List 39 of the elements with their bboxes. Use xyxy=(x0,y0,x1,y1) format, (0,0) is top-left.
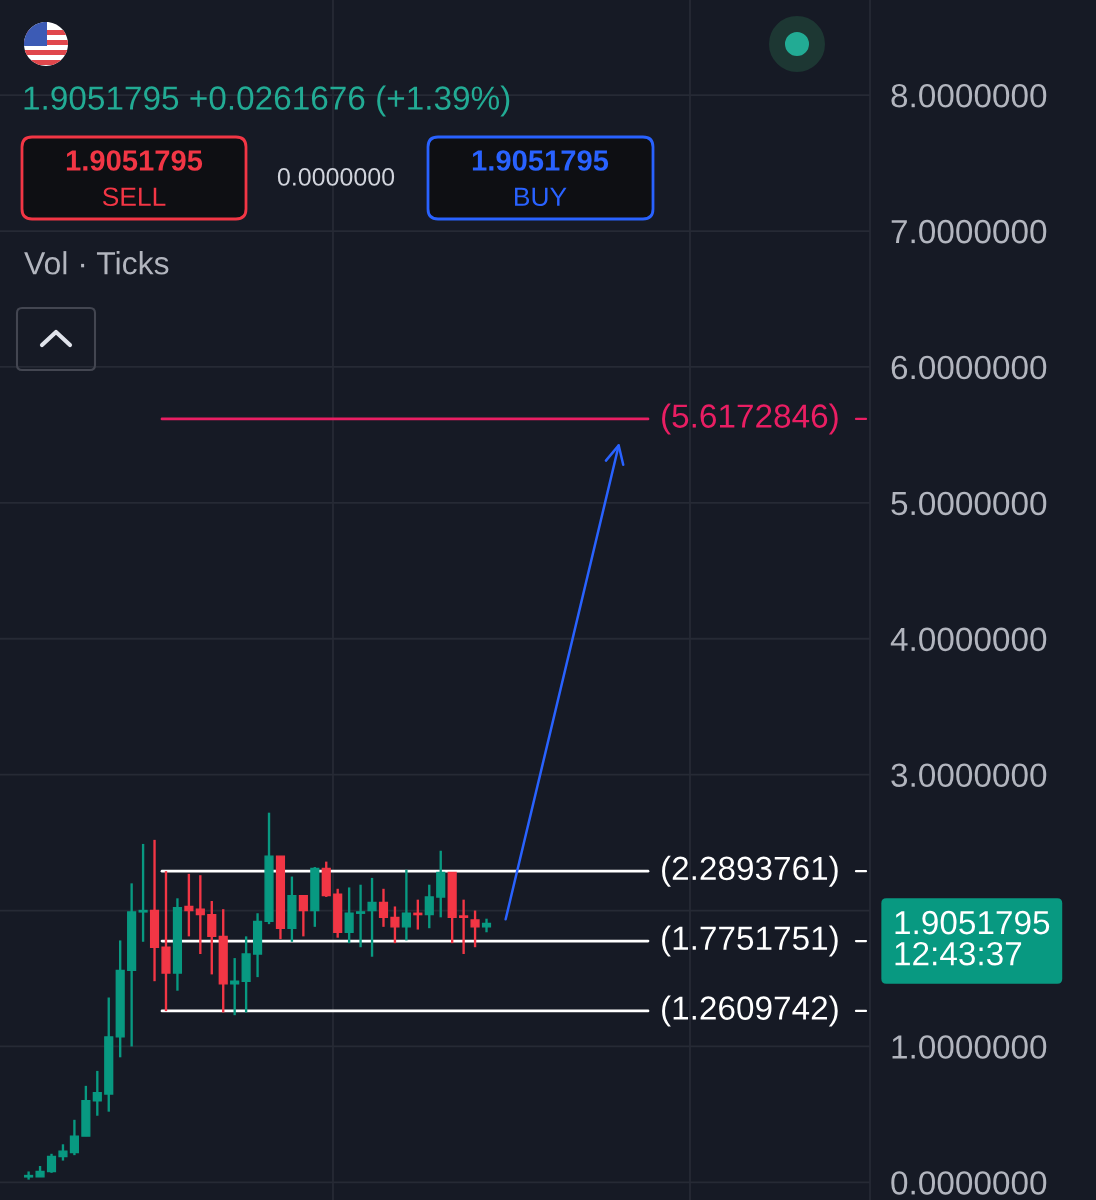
annotation: 1.9051795 xyxy=(66,150,203,171)
candlestick xyxy=(470,909,480,949)
y-tick-label: 8.0000000 xyxy=(891,83,1047,108)
ref-line-label: (1.2609742) xyxy=(662,995,838,1027)
candlestick xyxy=(92,1069,102,1117)
y-tick-label: 1.0000000 xyxy=(892,1035,1047,1059)
candlestick xyxy=(344,886,354,945)
text: 1.9051795 +0.0261676 (+1.39%) xyxy=(24,85,510,117)
candlestick xyxy=(378,887,389,929)
y-tick-label: 6.0000000 xyxy=(891,355,1047,380)
annotation: 1.9051795 xyxy=(472,150,609,171)
annotation: SELL xyxy=(102,187,166,207)
candlestick xyxy=(424,883,434,930)
candlestick xyxy=(24,1170,34,1181)
y-tick-label: 4.0000000 xyxy=(890,627,1047,652)
candlestick xyxy=(46,1152,57,1174)
y-tick-label: 0.0000000 xyxy=(891,1171,1047,1195)
candlestick xyxy=(195,874,205,956)
candlestick xyxy=(138,842,148,943)
candlestick xyxy=(184,872,194,938)
candlestick xyxy=(459,898,469,956)
candlestick xyxy=(298,894,308,938)
annotation: 0.0000000 xyxy=(277,168,395,186)
candlestick xyxy=(390,905,400,945)
ref-line-label: (1.7751751) xyxy=(662,925,838,957)
annotation: BUY xyxy=(515,187,567,207)
ref-line-label: (5.6172846) xyxy=(662,403,838,435)
candlestick xyxy=(401,868,411,942)
ref-line-label: (2.2893761) xyxy=(662,855,838,887)
candlestick xyxy=(69,1118,79,1157)
candlestick xyxy=(207,899,217,976)
annotation: Vol · Ticks xyxy=(24,251,169,275)
y-tick-label: 7.0000000 xyxy=(891,219,1047,244)
text: 1.9051795 12:43:37 xyxy=(895,910,1050,966)
candlestick xyxy=(356,883,366,949)
candlestick xyxy=(367,876,377,958)
y-tick-label: 3.0000000 xyxy=(891,763,1047,788)
candlestick xyxy=(230,956,240,1017)
y-tick-label: 5.0000000 xyxy=(891,491,1047,516)
